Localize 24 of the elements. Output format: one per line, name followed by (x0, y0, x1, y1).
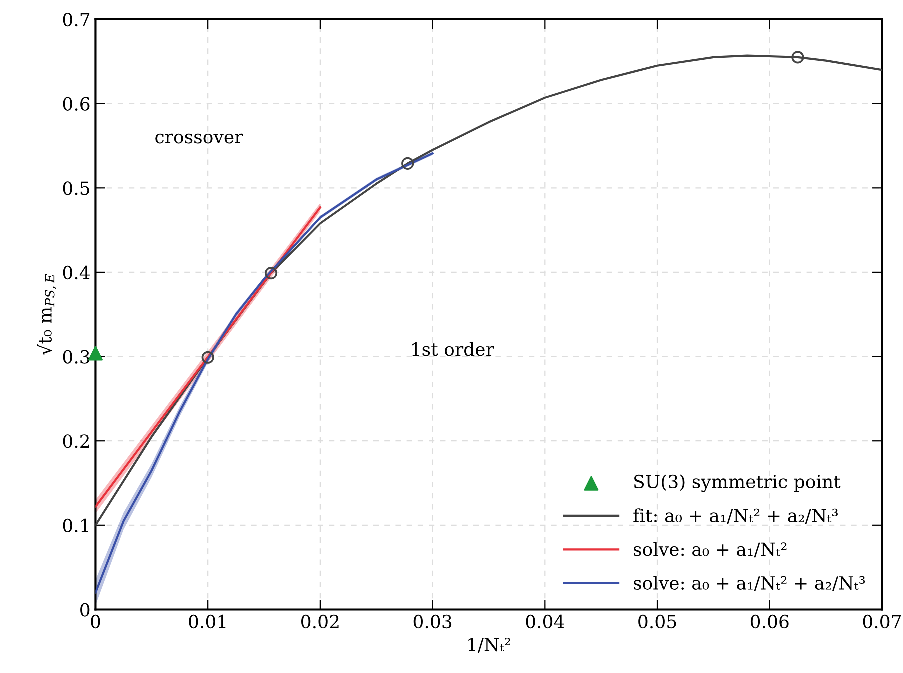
x-tick-label: 0.07 (863, 614, 902, 629)
y-tick-label: 0.4 (63, 266, 90, 280)
y-tick-label: 0.3 (63, 350, 90, 364)
annotation: 1st order (412, 342, 494, 356)
legend-label: SU(3) symmetric point (634, 474, 841, 492)
x-tick-label: 0.05 (638, 614, 676, 629)
x-tick-label: 0.04 (526, 614, 564, 629)
y-tick-label: 0.2 (63, 434, 90, 448)
legend-label: solve: a₀ + a₁/Nₜ² (634, 542, 787, 558)
x-tick-label: 0.03 (414, 614, 452, 629)
legend-label: fit: a₀ + a₁/Nₜ² + a₂/Nₜ³ (634, 508, 838, 524)
y-axis-title: √t₀ m$_{PS,E}$ (37, 274, 56, 356)
x-tick-label: 0 (91, 614, 100, 629)
x-axis-title: 1/Nₜ² (468, 638, 510, 654)
x-tick-label: 0.06 (750, 614, 789, 629)
y-tick-label: 0.7 (63, 12, 90, 27)
x-tick-label: 0.01 (189, 614, 226, 629)
y-tick-label: 0 (80, 603, 90, 617)
y-tick-label: 0.5 (63, 182, 90, 196)
y-tick-label: 0.6 (63, 97, 90, 111)
annotation: crossover (156, 134, 244, 144)
y-tick-label: 0.1 (63, 518, 88, 533)
legend-label: solve: a₀ + a₁/Nₜ² + a₂/Nₜ³ (634, 576, 866, 592)
x-tick-label: 0.02 (302, 614, 339, 629)
